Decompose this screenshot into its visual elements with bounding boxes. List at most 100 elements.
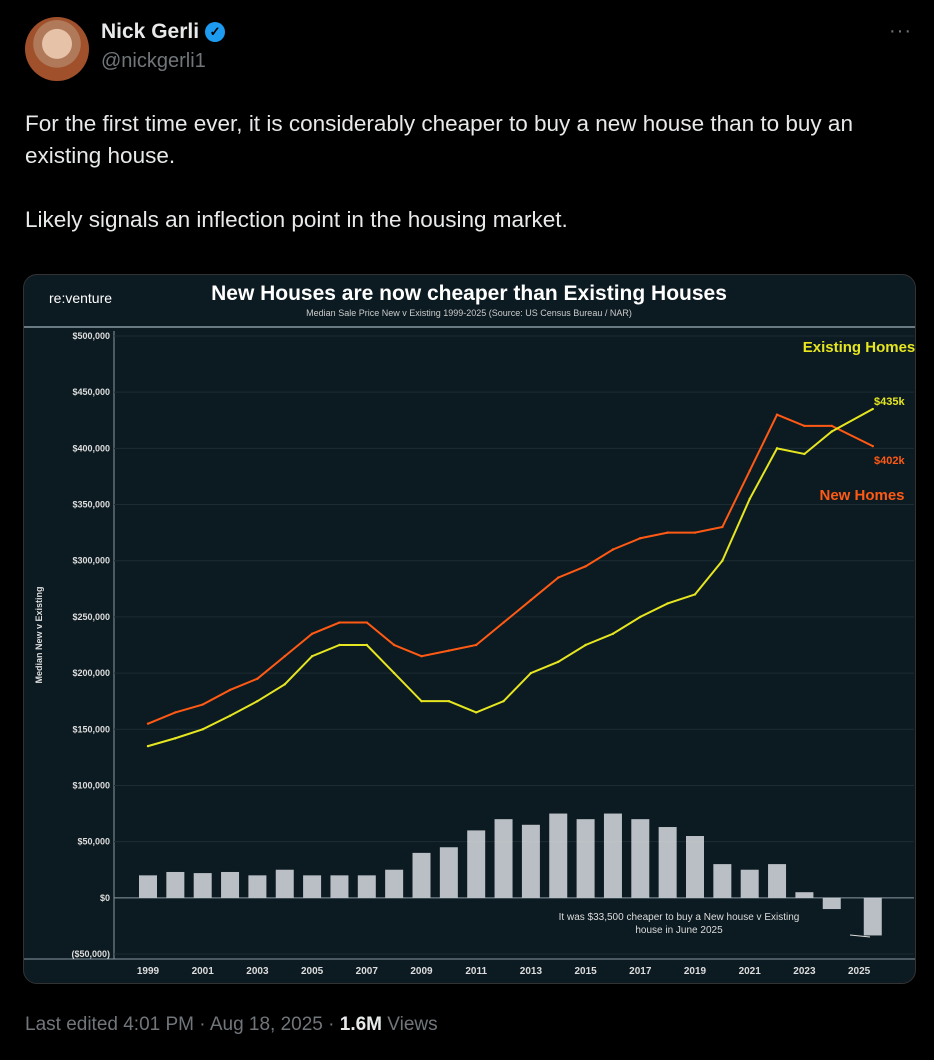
verified-badge-icon: ✓: [205, 22, 226, 42]
chart: re:venture New Houses are now cheaper th…: [24, 282, 916, 977]
spread-bar: [549, 813, 568, 898]
new-homes-point: [557, 576, 560, 579]
chart-subtitle: Median Sale Price New v Existing 1999-20…: [306, 308, 632, 318]
new-homes-point: [475, 643, 478, 647]
views-label: Views: [382, 1014, 438, 1035]
new-homes-point: [721, 525, 724, 529]
existing-homes-point: [557, 660, 560, 664]
x-tick-label: 2007: [356, 966, 379, 977]
x-tick-label: 2001: [192, 966, 215, 977]
author-name[interactable]: Nick Gerli ✓: [101, 20, 226, 44]
tweet-text: For the first time ever, it is considera…: [25, 108, 925, 268]
existing-homes-point: [693, 593, 697, 596]
new-homes-point: [775, 413, 779, 416]
chart-annotation: It was $33,500 cheaper to buy a New hous…: [558, 912, 800, 936]
spread-bar: [139, 875, 157, 898]
new-homes-point: [871, 444, 874, 448]
tweet-paragraph: For the first time ever, it is considera…: [25, 111, 853, 168]
existing-end-label: $435k: [874, 396, 905, 408]
new-homes-point: [803, 424, 806, 428]
new-homes-point: [611, 548, 615, 551]
spread-bar: [658, 827, 677, 898]
y-tick-label: $0: [100, 893, 110, 903]
existing-homes-point: [611, 632, 615, 635]
x-tick-label: 2011: [465, 966, 487, 977]
spread-bar: [795, 892, 814, 898]
avatar[interactable]: [25, 17, 89, 81]
new-homes-point: [447, 649, 451, 652]
legend-new: New Homes: [819, 487, 904, 504]
new-homes-point: [666, 531, 669, 534]
spread-bar: [863, 897, 882, 936]
chart-logo: re:venture: [49, 290, 112, 306]
y-tick-label: $50,000: [77, 837, 110, 847]
new-homes-point: [529, 598, 533, 602]
x-tick-label: 2023: [793, 966, 816, 977]
existing-homes-point: [584, 643, 587, 647]
x-tick-label: 2025: [848, 966, 871, 977]
chart-image[interactable]: re:venture New Houses are now cheaper th…: [23, 274, 916, 984]
x-tick-label: 2017: [629, 966, 652, 977]
y-tick-label: $250,000: [72, 612, 110, 622]
tweet-paragraph: Likely signals an inflection point in th…: [25, 207, 568, 232]
new-homes-point: [502, 621, 505, 624]
spread-bar: [166, 871, 185, 898]
new-homes-point: [420, 655, 423, 658]
spread-bar: [193, 873, 212, 898]
edited-timestamp[interactable]: Last edited 4:01 PM · Aug 18, 2025 ·: [25, 1014, 340, 1035]
y-tick-label: $300,000: [72, 556, 110, 566]
new-homes-point: [693, 531, 697, 534]
y-tick-label: $200,000: [72, 668, 110, 678]
existing-homes-point: [310, 655, 314, 658]
y-tick-label: $500,000: [72, 331, 110, 341]
existing-homes-point: [721, 559, 724, 562]
existing-homes-point: [748, 497, 751, 501]
existing-homes-line: [147, 408, 874, 748]
spread-bar: [686, 836, 704, 898]
new-homes-point: [365, 621, 368, 624]
existing-homes-point: [174, 737, 177, 740]
existing-homes-point: [146, 744, 150, 748]
new-homes-point: [748, 469, 751, 473]
author-name-text[interactable]: Nick Gerli: [101, 20, 200, 43]
existing-homes-point: [639, 615, 642, 619]
existing-homes-point: [283, 683, 286, 686]
spread-bar: [576, 819, 595, 898]
new-homes-point: [392, 643, 396, 647]
legend-existing: Existing Homes: [803, 339, 916, 356]
new-homes-point: [283, 655, 286, 658]
spread-bar: [768, 864, 787, 898]
x-tick-label: 2005: [301, 966, 324, 977]
spread-bar: [330, 875, 349, 898]
ellipsis-icon[interactable]: ···: [889, 20, 912, 42]
x-tick-label: 2015: [574, 966, 597, 977]
spread-bar: [467, 830, 486, 898]
new-homes-point: [830, 424, 833, 428]
existing-homes-point: [338, 643, 341, 647]
new-homes-point: [639, 537, 642, 540]
author-handle[interactable]: @nickgerli1: [101, 50, 206, 72]
chart-title: New Houses are now cheaper than Existing…: [211, 282, 727, 305]
y-tick-label: $350,000: [72, 500, 110, 510]
y-tick-label: $400,000: [72, 443, 110, 453]
spread-bar: [303, 875, 322, 898]
spread-bar: [822, 897, 841, 910]
spread-bar: [385, 869, 404, 898]
spread-bar: [275, 869, 294, 898]
new-homes-point: [338, 621, 341, 624]
y-tick-label: $150,000: [72, 724, 110, 734]
existing-homes-point: [775, 447, 779, 450]
spread-bar: [439, 847, 458, 898]
existing-homes-point: [502, 699, 505, 703]
new-homes-point: [201, 703, 204, 706]
existing-homes-point: [871, 407, 874, 411]
existing-homes-point: [475, 711, 478, 714]
spread-bar: [221, 871, 240, 898]
existing-homes-point: [447, 699, 451, 703]
existing-homes-point: [256, 699, 259, 703]
y-tick-label: $450,000: [72, 387, 110, 397]
existing-homes-point: [365, 643, 368, 647]
spread-bar: [631, 819, 650, 898]
spread-bar: [494, 819, 513, 898]
new-homes-point: [146, 722, 150, 725]
